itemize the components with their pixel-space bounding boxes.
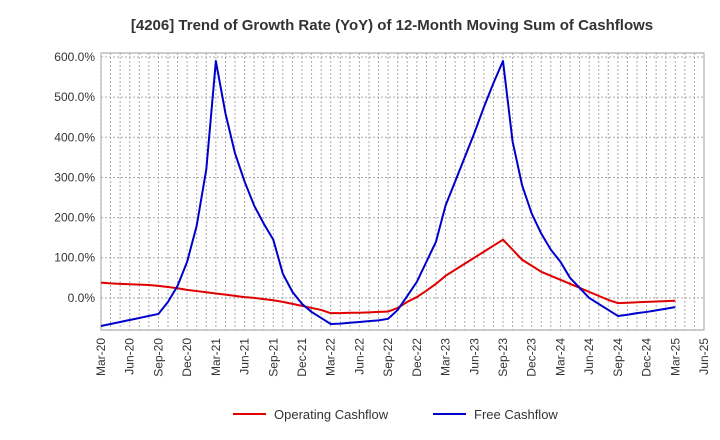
x-tick-label: Jun-23 — [467, 338, 481, 375]
x-tick-label: Dec-22 — [410, 338, 424, 377]
series — [100, 60, 676, 327]
series-line-free-cashflow — [100, 60, 676, 327]
x-tick-label: Mar-22 — [324, 338, 338, 376]
x-axis-ticks: Mar-20 Jun-20 Sep-20 Dec-20 Mar-21 Jun-21 Sep-… — [94, 338, 711, 377]
x-tick-label: Jun-21 — [238, 338, 252, 375]
legend-label-free-cashflow: Free Cashflow — [474, 407, 558, 422]
x-tick-label: Dec-21 — [295, 338, 309, 377]
x-tick-label: Dec-20 — [180, 338, 194, 377]
x-tick-label: Jun-22 — [352, 338, 366, 375]
y-tick-label: 300.0% — [54, 170, 95, 184]
y-tick-label: 400.0% — [54, 130, 95, 144]
y-axis-ticks: 0.0% 100.0% 200.0% 300.0% 400.0% 500.0% 600.0% — [54, 50, 95, 305]
legend: Operating Cashflow Free Cashflow — [233, 407, 558, 422]
x-tick-label: Mar-24 — [553, 338, 567, 376]
y-tick-label: 0.0% — [68, 291, 96, 305]
x-tick-label: Mar-25 — [668, 338, 682, 376]
x-tick-label: Dec-24 — [640, 338, 654, 377]
plot-area — [100, 52, 705, 331]
x-tick-label: Sep-23 — [496, 338, 510, 377]
y-tick-label: 500.0% — [54, 90, 95, 104]
x-tick-label: Mar-23 — [439, 338, 453, 376]
x-tick-label: Jun-24 — [582, 338, 596, 375]
y-tick-label: 100.0% — [54, 251, 95, 265]
x-tick-label: Jun-20 — [123, 338, 137, 375]
y-tick-label: 200.0% — [54, 211, 95, 225]
x-tick-label: Jun-25 — [697, 338, 711, 375]
x-tick-label: Dec-23 — [525, 338, 539, 377]
chart-title: [4206] Trend of Growth Rate (YoY) of 12-… — [131, 17, 653, 34]
x-tick-label: Mar-21 — [209, 338, 223, 376]
x-tick-label: Sep-22 — [381, 338, 395, 377]
x-tick-label: Sep-21 — [266, 338, 280, 377]
y-tick-label: 600.0% — [54, 50, 95, 64]
x-tick-label: Sep-20 — [151, 338, 165, 377]
x-tick-label: Mar-20 — [94, 338, 108, 376]
grid — [100, 53, 705, 330]
legend-label-operating-cashflow: Operating Cashflow — [274, 407, 389, 422]
x-tick-label: Sep-24 — [611, 338, 625, 377]
